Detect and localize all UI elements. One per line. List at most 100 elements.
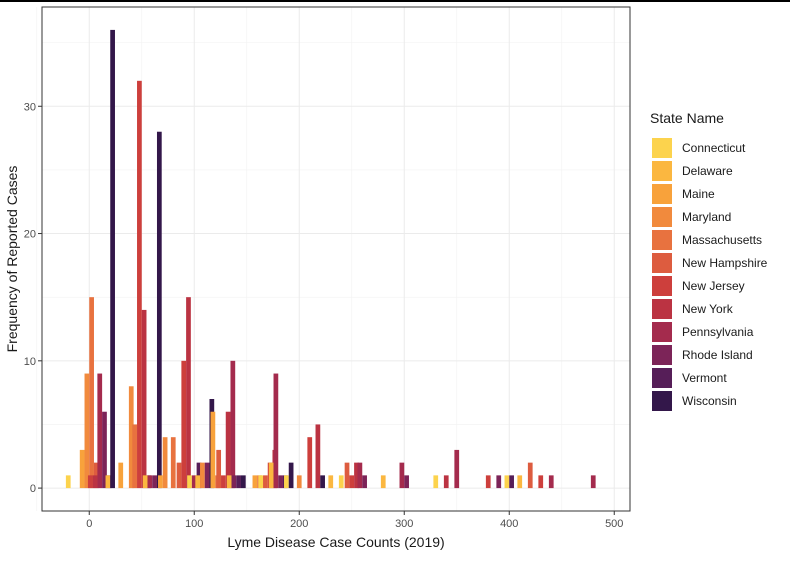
bar-new-york [186,297,191,489]
legend-item: Massachusetts [652,228,767,251]
legend-item: Connecticut [652,136,767,159]
legend-item: New York [652,297,767,320]
bar-new-hampshire [344,462,350,489]
bar-rhode-island [231,475,237,489]
bar-rhode-island [404,475,409,489]
legend-key-swatch [652,252,672,273]
axes: 0 100 200 300 400 500 0 10 20 30 [24,101,624,530]
legend-item: New Hampshire [652,251,767,274]
legend-key-swatch [652,229,672,250]
bar-connecticut [187,475,192,489]
legend-item: Pennsylvania [652,320,767,343]
x-tick-label: 0 [86,518,92,530]
bar-delaware [226,475,232,489]
bar-new-york [315,424,321,489]
bar-new-jersey [181,360,187,489]
y-tick-label: 30 [24,101,36,113]
bar-connecticut [258,475,264,489]
bar-wisconsin [240,475,246,489]
bar-rhode-island [496,475,502,489]
bar-new-jersey [137,80,142,489]
bar-delaware [380,475,386,489]
bar-maine [118,462,124,489]
bar-maryland [128,386,134,489]
bar-vermont [236,475,241,489]
bar-wisconsin [288,462,294,489]
legend-label: Maine [682,186,715,201]
bar-connecticut [504,475,510,489]
bar-connecticut [338,475,344,489]
legend-key-swatch [652,206,672,227]
bar-new-hampshire [527,462,533,489]
bar-pennsylvania [357,462,363,489]
legend-key-swatch [652,367,672,388]
x-tick-label: 300 [395,518,413,530]
bar-pennsylvania [230,360,236,489]
bar-rhode-island [152,475,157,489]
legend-label: New Jersey [682,278,745,293]
bar-new-jersey [349,475,355,489]
legend-label: New York [682,301,733,316]
legend-key-swatch [652,390,672,411]
bar-maryland [162,437,168,489]
bar-vermont [509,475,514,489]
bar-maryland [296,475,302,489]
bar-new-hampshire [176,462,182,489]
legend-item: Rhode Island [652,343,767,366]
bar-pennsylvania [191,475,197,489]
legend-label: Maryland [682,209,732,224]
legend-item: Delaware [652,159,767,182]
bar-new-hampshire [263,475,268,489]
bar-pennsylvania [548,475,554,489]
bar-delaware [195,475,201,489]
legend-label: Vermont [682,370,727,385]
bar-delaware [142,475,148,489]
bar-new-york [354,462,359,489]
legend-key-swatch [652,275,672,296]
bar-rhode-island [102,411,107,489]
legend-title: State Name [650,110,724,126]
bar-connecticut [284,475,289,489]
legend-item: Maine [652,182,767,205]
y-tick-label: 10 [24,356,36,368]
bar-maryland [200,462,205,489]
bar-massachusetts [89,297,94,489]
bar-connecticut [65,475,71,489]
legend-label: Pennsylvania [682,324,754,339]
legend-items: Connecticut Delaware Maine Maryland Massachu… [652,136,767,412]
bar-wisconsin [156,131,162,489]
legend-item: New Jersey [652,274,767,297]
bar-maine [252,475,258,489]
bar-pennsylvania [147,475,153,489]
bar-delaware [105,475,111,489]
x-tick-label: 400 [500,518,518,530]
legend-item: Maryland [652,205,767,228]
legend-key-swatch [652,183,672,204]
bar-new-hampshire [216,449,222,489]
bar-delaware [517,475,523,489]
bars [65,29,596,489]
bar-massachusetts [170,437,176,489]
legend-key-swatch [652,137,672,158]
bar-rhode-island [278,475,283,489]
bar-new-york [225,411,231,489]
legend-key-swatch [652,160,672,181]
bar-new-jersey [485,475,491,489]
bar-massachusetts [132,424,138,489]
legend-key-swatch [652,321,672,342]
y-axis-title: Frequency of Reported Cases [4,166,20,353]
legend: State Name Connecticut Delaware Maine Maryl… [650,110,767,412]
bar-new-york [92,475,98,489]
bar-maine [79,449,85,489]
bar-new-jersey [221,475,226,489]
bar-rhode-island [362,475,367,489]
legend-key-swatch [652,344,672,365]
bar-new-jersey [87,475,93,489]
x-tick-label: 100 [185,518,203,530]
bar-new-york [141,309,147,489]
bar-wisconsin [110,29,115,489]
x-tick-label: 200 [290,518,308,530]
legend-label: Wisconsin [682,393,737,408]
